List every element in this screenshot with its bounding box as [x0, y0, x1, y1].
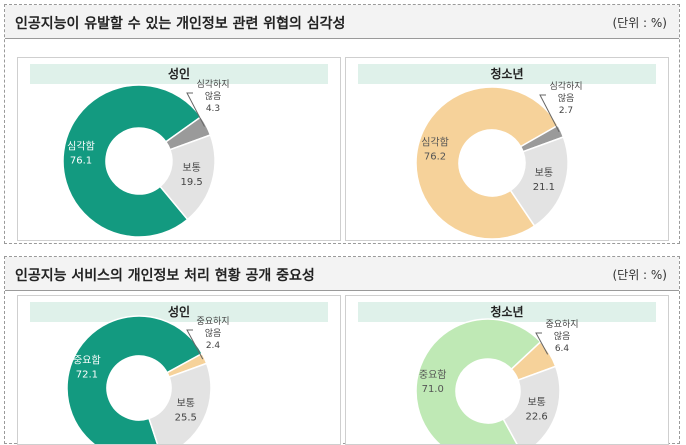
unit-label: (단위 : %) [612, 16, 667, 30]
slice-label-category: 심각함 [67, 140, 95, 152]
slice-label-value: 25.5 [175, 413, 197, 424]
leader-line [539, 94, 560, 133]
subchart-adult: 성인 중요함 72.1 보통 25.5 중요하지 않음 2.4 [17, 295, 341, 445]
slice-label-value: 71.0 [422, 384, 444, 395]
slice-label-category: 보통 [527, 396, 545, 408]
slice-label-value: 21.1 [533, 182, 555, 193]
slice-label-category: 중요하지 [196, 316, 229, 327]
subchart-header: 청소년 [358, 302, 656, 322]
slice-label-category: 중요하지 [545, 319, 578, 330]
chart-panel-threat-severity: 인공지능이 유발할 수 있는 개인정보 관련 위협의 심각성 (단위 : %) … [4, 4, 680, 244]
donut-slice-1 [509, 136, 569, 228]
slice-label-value: 72.1 [76, 369, 98, 380]
slice-label-category: 보통 [177, 398, 195, 410]
donut-slice-1 [502, 365, 561, 444]
subchart-header: 청소년 [358, 64, 656, 84]
subchart-youth: 청소년 중요함 71.0 보통 22.6 중요하지 않음 6.4 [345, 295, 669, 445]
slice-label-category: 않음 [205, 328, 222, 339]
slice-label-value: 76.2 [424, 152, 446, 163]
panel-title: 인공지능 서비스의 개인정보 처리 현황 공개 중요성 [15, 268, 315, 284]
leader-line [535, 332, 549, 355]
donut-slice-0 [415, 86, 560, 240]
slice-label-category: 심각하지 [549, 80, 582, 92]
slice-label-category: 보통 [182, 162, 200, 174]
chart-panel-disclosure-importance: 인공지능 서비스의 개인정보 처리 현황 공개 중요성 (단위 : %) 성인 … [4, 256, 680, 445]
subchart-youth: 청소년 심각함 76.2 보통 21.1 심각하지 않음 2.7 [345, 57, 669, 241]
slice-label-value: 6.4 [555, 344, 570, 354]
slice-label-value: 76.1 [70, 155, 92, 166]
unit-label: (단위 : %) [612, 268, 667, 282]
slice-label-value: 2.7 [559, 106, 573, 116]
slice-label-category: 않음 [205, 91, 222, 102]
slice-label-value: 4.3 [206, 104, 220, 114]
donut-slice-1 [148, 362, 212, 444]
subchart-adult: 성인 심각함 76.1 보통 19.5 심각하지 않음 4.3 [17, 57, 341, 241]
slice-label-category: 않음 [554, 331, 571, 342]
panel-title: 인공지능이 유발할 수 있는 개인정보 관련 위협의 심각성 [15, 16, 346, 32]
leader-line [186, 92, 205, 127]
subchart-header: 성인 [30, 302, 328, 322]
donut-slice-0 [62, 84, 202, 238]
slice-label-category: 심각함 [421, 137, 449, 149]
slice-label-value: 2.4 [206, 341, 221, 351]
subchart-header: 성인 [30, 64, 328, 84]
slice-label-value: 19.5 [180, 177, 202, 188]
donut-slice-0 [66, 315, 204, 444]
panel-header: 인공지능이 유발할 수 있는 개인정보 관련 위협의 심각성 (단위 : %) [5, 5, 679, 39]
slice-label-category: 중요함 [419, 369, 447, 381]
donut-slice-1 [159, 134, 216, 221]
panel-header: 인공지능 서비스의 개인정보 처리 현황 공개 중요성 (단위 : %) [5, 257, 679, 291]
slice-label-value: 22.6 [526, 411, 548, 422]
slice-label-category: 않음 [558, 93, 575, 104]
slice-label-category: 보통 [535, 167, 553, 179]
leader-line [186, 329, 204, 360]
slice-label-category: 심각하지 [196, 78, 229, 90]
slice-label-category: 중요함 [73, 354, 101, 366]
